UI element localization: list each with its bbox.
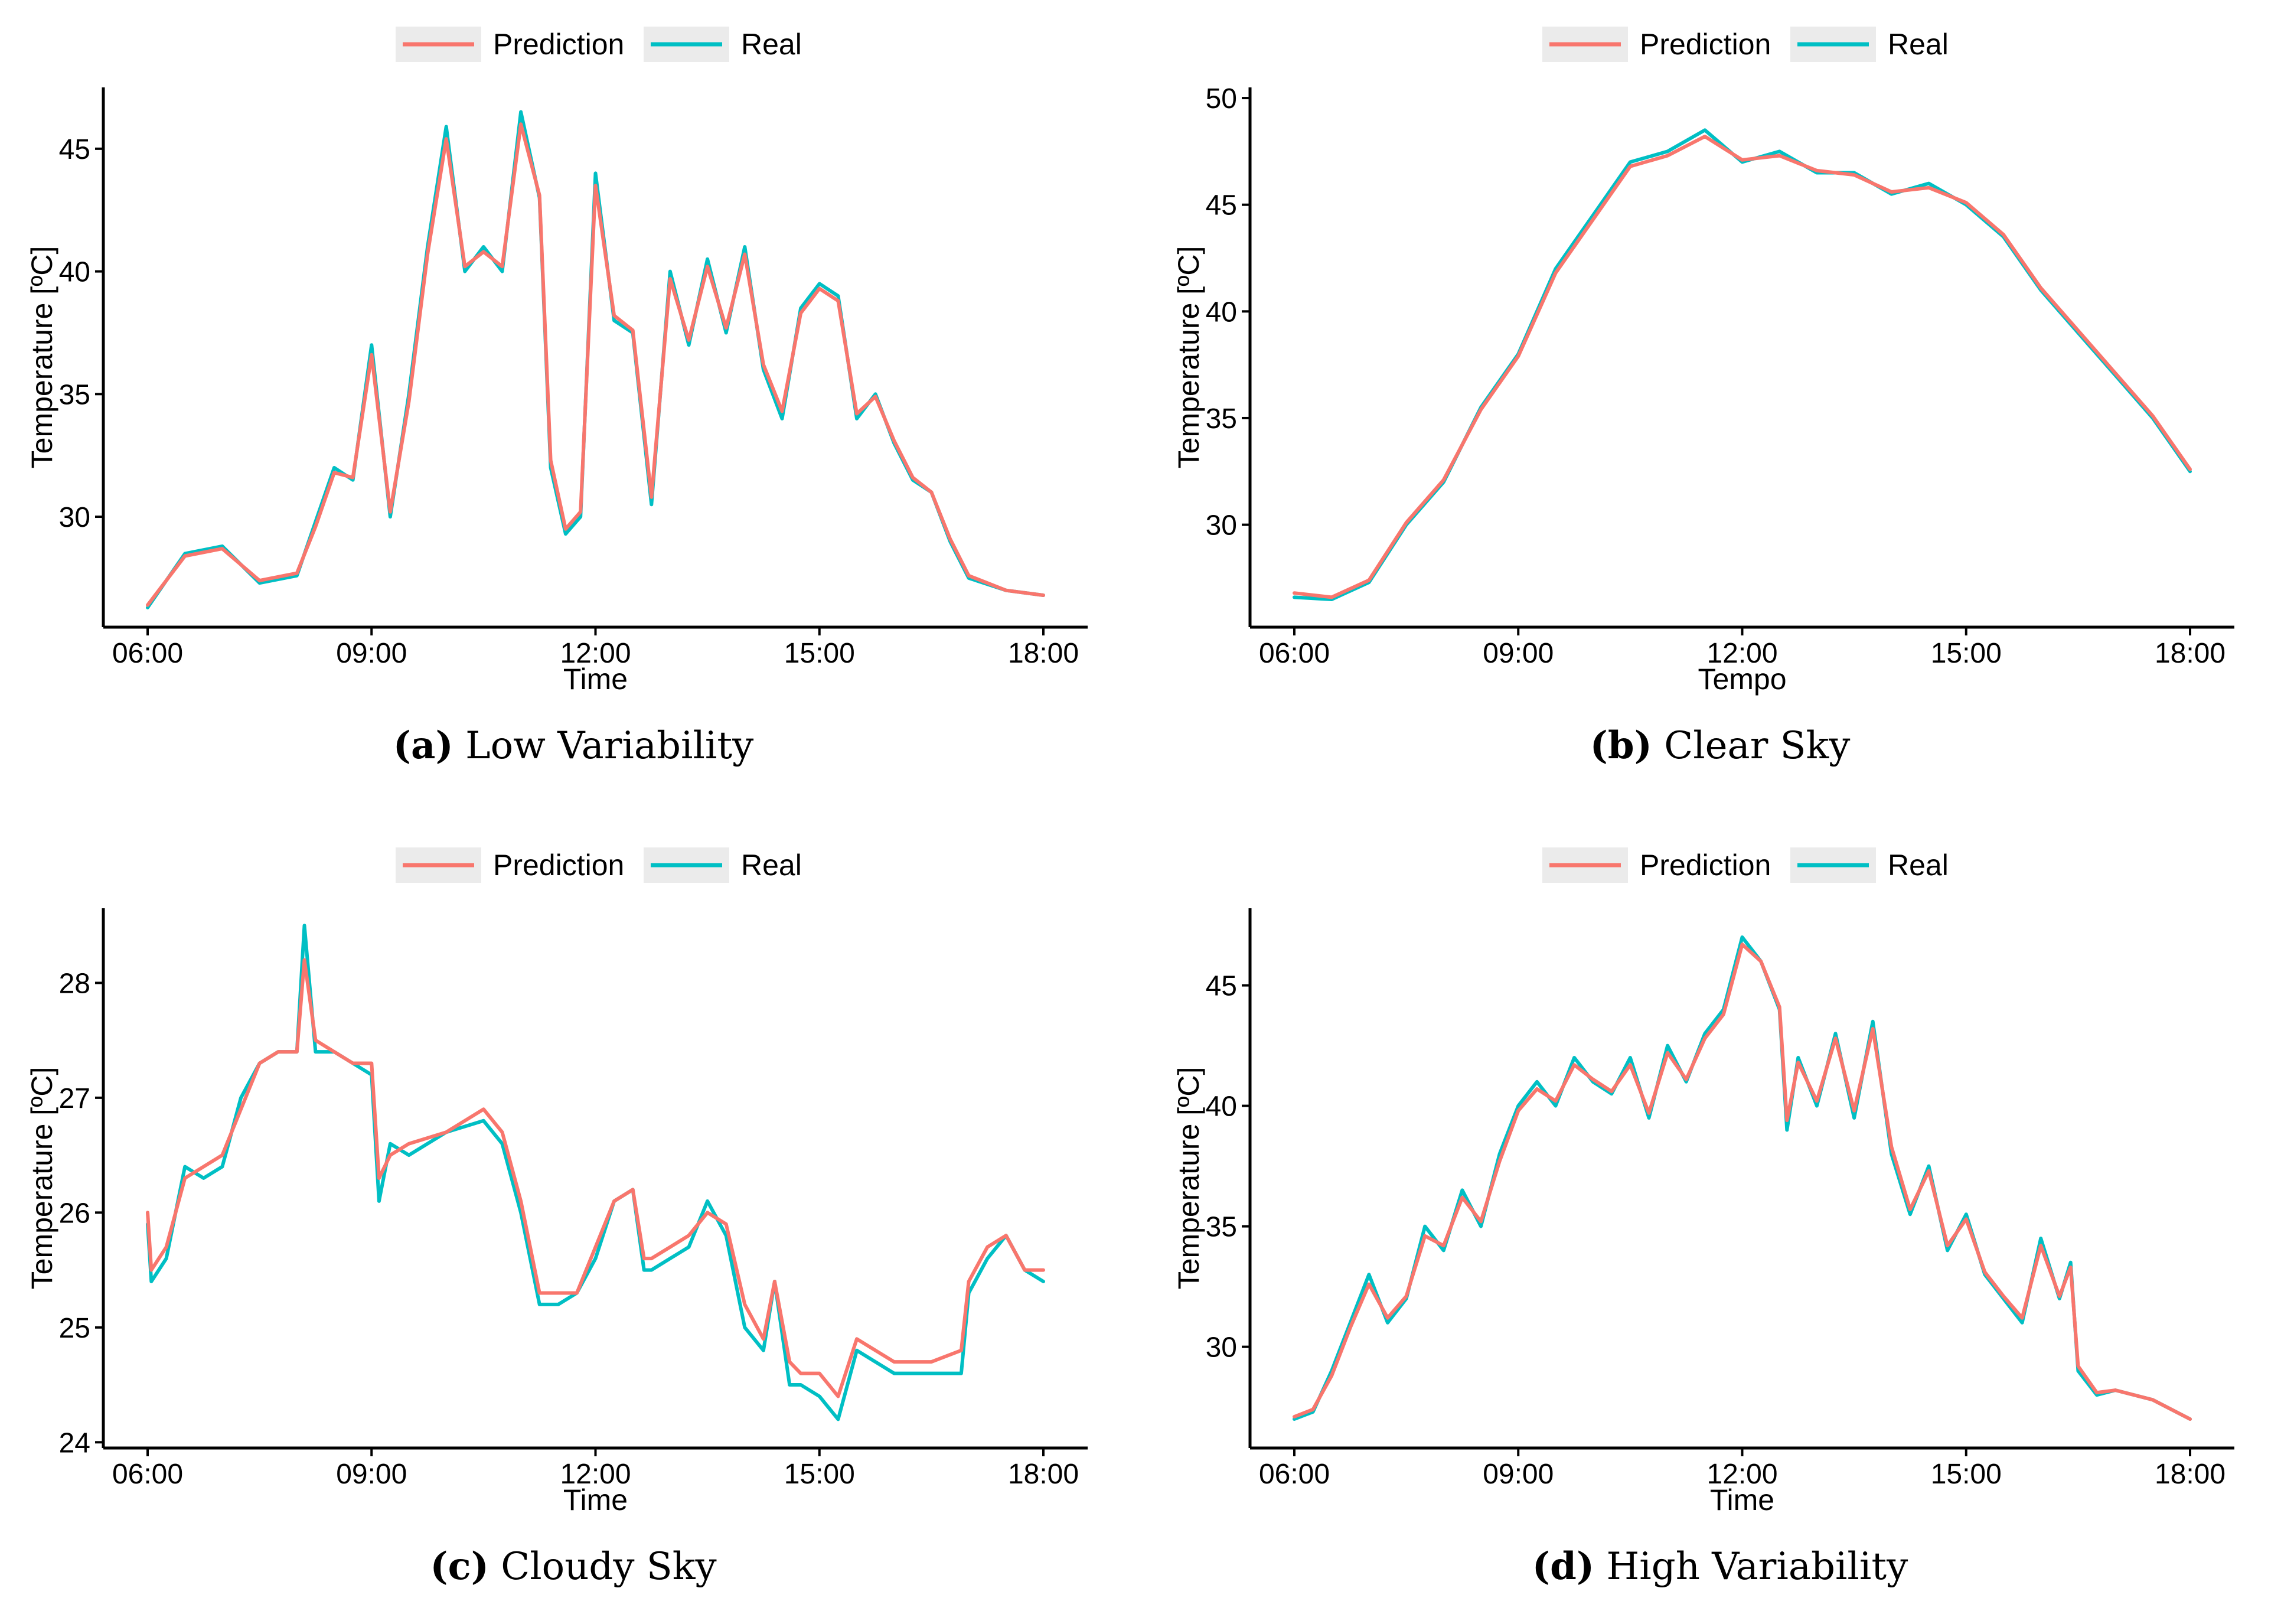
chart-b-ytick-label: 50 xyxy=(1206,83,1237,115)
chart-c-svg: Prediction Real 24 25 26 27 28 06:00 09:00 12:00 1… xyxy=(25,847,1088,1517)
chart-a-xtick-label: 18:00 xyxy=(1008,638,1079,669)
chart-b-xtick-label: 18:00 xyxy=(2155,638,2226,669)
chart-c-xtick-label: 06:00 xyxy=(112,1459,183,1490)
chart-a-ytick-label: 30 xyxy=(59,502,90,533)
chart-a-xtick-label: 15:00 xyxy=(784,638,855,669)
caption-b-title: Clear Sky xyxy=(1664,724,1851,768)
chart-c-legend-real-label: Real xyxy=(741,849,802,882)
chart-a-ytick-label: 40 xyxy=(59,257,90,288)
chart-b-xtick-label: 15:00 xyxy=(1931,638,2002,669)
chart-b-svg: Prediction Real 30 35 40 45 50 06:00 09:00 12:00 1… xyxy=(1172,27,2234,696)
chart-c-legend-prediction-label: Prediction xyxy=(493,849,624,882)
chart-b-legend-prediction-label: Prediction xyxy=(1640,28,1771,61)
chart-c-real-line xyxy=(146,924,1045,1421)
chart-d-ytick-label: 40 xyxy=(1206,1091,1237,1123)
chart-a-legend-real-label: Real xyxy=(741,28,802,61)
chart-d-xtick-label: 06:00 xyxy=(1259,1459,1330,1490)
chart-d-xtick-label: 15:00 xyxy=(1931,1459,2002,1490)
chart-d-xtick-label: 09:00 xyxy=(1483,1459,1554,1490)
chart-d-xtick-label: 12:00 xyxy=(1706,1459,1777,1490)
chart-b-ytick-label: 40 xyxy=(1206,296,1237,328)
chart-a-xtick-label: 06:00 xyxy=(112,638,183,669)
chart-a-ytick-label: 35 xyxy=(59,379,90,410)
chart-a-xtick-label: 12:00 xyxy=(560,638,631,669)
chart-c-xtick-label: 18:00 xyxy=(1008,1459,1079,1490)
chart-d-xtick-label: 18:00 xyxy=(2155,1459,2226,1490)
chart-b-xtick-label: 12:00 xyxy=(1706,638,1777,669)
chart-a-ytick-label: 45 xyxy=(59,134,90,165)
chart-a-legend-prediction-label: Prediction xyxy=(493,28,624,61)
chart-a-svg: Prediction Real 30 35 40 45 06:00 09:00 12:00 15:… xyxy=(25,27,1088,696)
chart-panel-a: Prediction Real 30 35 40 45 06:00 09:00 12:00 15:… xyxy=(0,0,1147,803)
caption-a-title: Low Variability xyxy=(465,724,754,768)
chart-d-legend-real-label: Real xyxy=(1888,849,1949,882)
chart-d-legend-prediction-label: Prediction xyxy=(1640,849,1771,882)
chart-b-real-line xyxy=(1293,128,2192,601)
chart-c-ytick-label: 27 xyxy=(59,1083,90,1114)
chart-d-real-line xyxy=(1293,935,2192,1421)
caption-c: (c) Cloudy Sky xyxy=(0,1544,1147,1589)
caption-b: (b) Clear Sky xyxy=(1147,723,2293,768)
chart-a-y-axis-title: Temperature [ºC] xyxy=(25,246,58,469)
chart-b-prediction-line xyxy=(1293,135,2192,599)
caption-c-title: Cloudy Sky xyxy=(501,1545,717,1589)
chart-a-prediction-line xyxy=(146,122,1045,607)
chart-d-y-axis-title: Temperature [ºC] xyxy=(1172,1067,1205,1290)
chart-c-xtick-label: 12:00 xyxy=(560,1459,631,1490)
chart-b-legend: Prediction Real xyxy=(1542,27,1949,62)
chart-c-ytick-label: 26 xyxy=(59,1198,90,1229)
chart-c-legend: Prediction Real xyxy=(396,847,802,883)
chart-d-legend: Prediction Real xyxy=(1542,847,1949,883)
caption-d: (d) High Variability xyxy=(1147,1544,2293,1589)
chart-d-svg: Prediction Real 30 35 40 45 06:00 09:00 12:00 15:… xyxy=(1172,847,2234,1517)
chart-d-x-axis-title: Time xyxy=(1710,1483,1774,1517)
chart-d-ytick-label: 35 xyxy=(1206,1212,1237,1243)
caption-a: (a) Low Variability xyxy=(0,723,1147,768)
chart-b-ytick-label: 30 xyxy=(1206,510,1237,542)
chart-d-prediction-line xyxy=(1293,943,2192,1421)
chart-c-x-axis-title: Time xyxy=(563,1483,628,1517)
chart-c-ytick-label: 24 xyxy=(59,1427,90,1459)
chart-b-legend-real-label: Real xyxy=(1888,28,1949,61)
chart-c-y-axis-title: Temperature [ºC] xyxy=(25,1067,58,1290)
chart-a-xtick-label: 09:00 xyxy=(336,638,407,669)
chart-c-xtick-label: 09:00 xyxy=(336,1459,407,1490)
caption-a-label: (a) xyxy=(393,723,453,768)
chart-panel-c: Prediction Real 24 25 26 27 28 06:00 09:00 12:00 1… xyxy=(0,821,1147,1624)
chart-panel-d: Prediction Real 30 35 40 45 06:00 09:00 12:00 15:… xyxy=(1147,821,2293,1624)
chart-a-legend: Prediction Real xyxy=(396,27,802,62)
chart-c-ytick-label: 28 xyxy=(59,968,90,999)
caption-b-label: (b) xyxy=(1590,723,1652,768)
caption-d-title: High Variability xyxy=(1606,1545,1908,1589)
chart-a-x-axis-title: Time xyxy=(563,663,628,696)
chart-b-xtick-label: 09:00 xyxy=(1483,638,1554,669)
chart-c-prediction-line xyxy=(146,958,1045,1398)
chart-c-ytick-label: 25 xyxy=(59,1313,90,1344)
chart-c-xtick-label: 15:00 xyxy=(784,1459,855,1490)
chart-b-x-axis-title: Tempo xyxy=(1698,663,1786,696)
chart-d-ytick-label: 30 xyxy=(1206,1332,1237,1364)
caption-d-label: (d) xyxy=(1532,1544,1595,1589)
chart-b-y-axis-title: Temperature [ºC] xyxy=(1172,246,1205,469)
caption-c-label: (c) xyxy=(430,1544,489,1589)
chart-b-xtick-label: 06:00 xyxy=(1259,638,1330,669)
chart-d-ytick-label: 45 xyxy=(1206,971,1237,1002)
chart-panel-b: Prediction Real 30 35 40 45 50 06:00 09:00 12:00 1… xyxy=(1147,0,2293,803)
chart-b-ytick-label: 45 xyxy=(1206,190,1237,221)
chart-b-ytick-label: 35 xyxy=(1206,403,1237,435)
